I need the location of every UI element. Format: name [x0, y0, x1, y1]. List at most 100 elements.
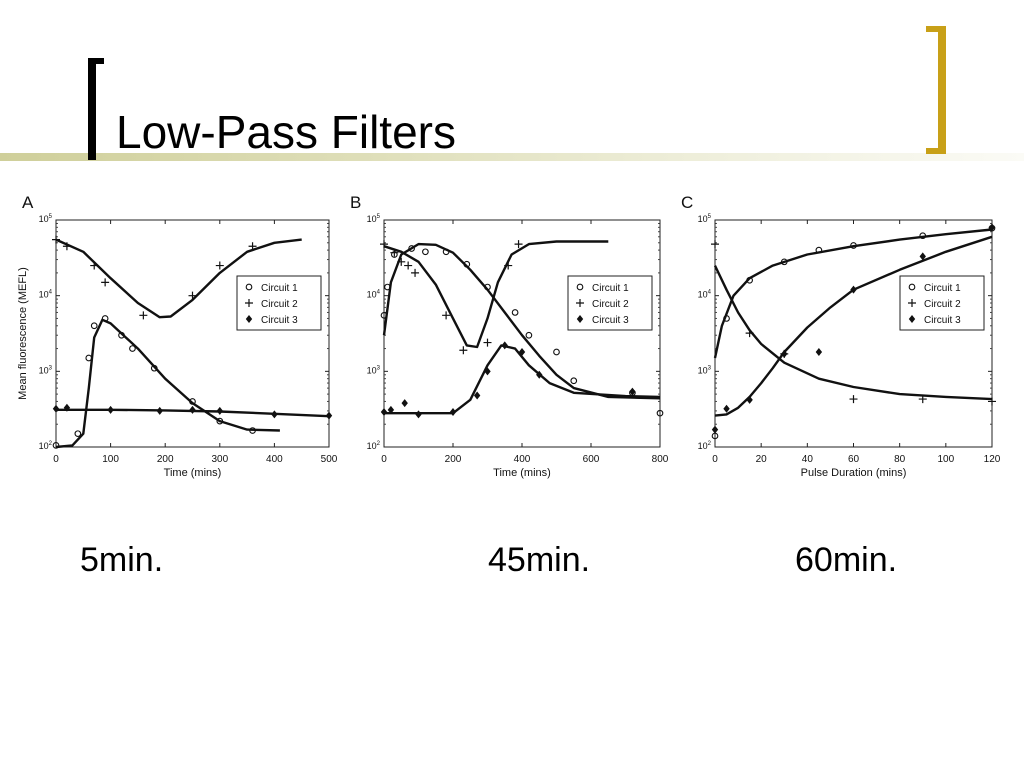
- panel-b-circuit-2-point: [483, 338, 492, 347]
- panel-c-legend-marker: [908, 315, 916, 323]
- panel-c-legend-marker: [908, 299, 916, 307]
- panel-c-circuit-1-fit-line: [713, 228, 993, 359]
- panel-a-circuit-3-point: [216, 406, 223, 415]
- panel-c-circuit-1-point: [850, 242, 857, 249]
- panel-a-circuit-2-fit-line: [55, 238, 302, 319]
- panel-c-frame: [714, 219, 993, 448]
- panel-b-circuit-3-point: [518, 348, 526, 357]
- panel-b-circuit-1-point: [570, 377, 578, 385]
- panel-c-circuit-1-point: [746, 276, 753, 284]
- slide-title: Low-Pass Filters: [116, 106, 456, 158]
- panel-b-circuit-2-point: [504, 261, 513, 270]
- panel-b-ytick-label: 104: [367, 290, 381, 300]
- panel-a-legend-marker: [245, 299, 253, 307]
- panel-c-legend-label: Circuit 3: [924, 315, 961, 326]
- panel-a-ytick-label: 102: [39, 441, 53, 451]
- panel-c-legend-label: Circuit 2: [924, 299, 961, 310]
- panel-b-xtick-label: 200: [445, 454, 462, 465]
- panel-c-circuit-3-point: [919, 252, 926, 261]
- corner-right-bracket: [924, 26, 946, 154]
- panel-c-legend-label: Circuit 1: [924, 283, 961, 294]
- panel-a-circuit-3-point: [107, 405, 114, 414]
- panel-a-xlabel: Time (mins): [164, 467, 222, 479]
- panel-c-ytick-label: 105: [698, 214, 712, 224]
- panel-c-circuit-2-point: [988, 397, 996, 406]
- panel-b-circuit-3-fit-line: [384, 344, 661, 415]
- panel-a-circuit-1-point: [85, 354, 93, 362]
- panel-c-letter: C: [681, 193, 693, 212]
- panel-a-circuit-2-point: [52, 235, 60, 244]
- panel-c-circuit-3-point: [815, 348, 823, 357]
- panel-b-legend-marker: [576, 299, 584, 307]
- panel-b-circuit-2-point: [411, 268, 420, 277]
- panel-b-circuit-3-point: [473, 391, 481, 400]
- panel-c-xtick-label: 120: [984, 454, 1001, 465]
- panel-b-circuit-3-point: [501, 341, 508, 350]
- panel-a-circuit-2-point: [101, 278, 110, 287]
- panel-a-ylabel: Mean fluorescence (MEFL): [17, 267, 29, 400]
- panel-b-circuit-1-point: [511, 309, 519, 316]
- panel-b-letter: B: [350, 193, 361, 212]
- panel-b-circuit-1-point: [463, 260, 471, 268]
- panel-b-circuit-3-point: [484, 367, 491, 376]
- caption-panel-a: 5min.: [80, 541, 164, 579]
- panel-a-circuit-1-point: [216, 417, 224, 425]
- panel-b-legend-label: Circuit 2: [592, 299, 629, 310]
- panel-a-legend-label: Circuit 1: [261, 283, 298, 294]
- panel-b-xtick-label: 400: [514, 454, 531, 465]
- panel-c-circuit-1-point: [780, 258, 788, 266]
- panel-a-circuit-1-point: [129, 345, 136, 352]
- panel-c-circuit-1-point: [723, 315, 730, 322]
- panel-a-circuit-3-point: [189, 405, 196, 414]
- panel-a-circuit-2-point: [188, 291, 197, 300]
- title-underline-rule: [0, 153, 1024, 161]
- panel-b-circuit-1-point: [656, 409, 664, 417]
- panel-b-circuit-2-point: [397, 257, 406, 266]
- panel-a-xtick-label: 200: [157, 454, 174, 465]
- panel-c-legend-marker: [908, 283, 916, 291]
- title-left-bracket: [88, 58, 104, 160]
- panel-a-letter: A: [22, 193, 34, 212]
- panel-c-xtick-label: 20: [756, 454, 768, 465]
- panel-b-legend-marker: [576, 315, 584, 323]
- panel-b-circuit-3-point: [415, 410, 422, 419]
- panel-a-legend-marker: [245, 315, 253, 323]
- panel-c-circuit-3-point: [850, 285, 857, 294]
- panel-a-circuit-3-point: [63, 403, 71, 412]
- panel-a-legend-label: Circuit 2: [261, 299, 298, 310]
- panel-c-ytick-label: 102: [698, 441, 712, 451]
- panel-b-circuit-1-point: [380, 311, 388, 319]
- panel-b-circuit-1-point: [525, 331, 533, 339]
- panel-b-circuit-1-point: [408, 245, 415, 252]
- panel-c-circuit-3-point: [711, 425, 719, 434]
- panel-c-circuit-2-point: [918, 395, 927, 404]
- panel-a-circuit-3-point: [271, 410, 278, 419]
- panel-a-circuit-3-point: [325, 411, 333, 420]
- panel-a-ytick-label: 105: [39, 214, 53, 224]
- panel-a-circuit-2-point: [248, 242, 257, 251]
- panel-b-xtick-label: 0: [381, 454, 387, 465]
- panel-b-circuit-3-point: [380, 408, 388, 417]
- panel-a-ytick-label: 104: [39, 290, 53, 300]
- panel-b-circuit-3-point: [629, 387, 636, 396]
- panel-a-circuit-1-point: [52, 442, 60, 449]
- panel-b-circuit-1-point: [553, 348, 560, 356]
- panel-b-xtick-label: 600: [583, 454, 600, 465]
- panel-b-legend-label: Circuit 1: [592, 283, 629, 294]
- panel-b-circuit-3-point: [387, 405, 395, 414]
- panel-b-circuit-2-point: [404, 261, 413, 270]
- panel-c-circuit-3-point: [781, 349, 788, 358]
- panel-c-xtick-label: 60: [848, 454, 860, 465]
- panel-c-xtick-label: 40: [802, 454, 814, 465]
- panel-b-circuit-1-point: [422, 248, 429, 256]
- caption-panel-b: 45min.: [488, 541, 591, 579]
- panel-c-circuit-2-point: [849, 395, 858, 404]
- panel-c-circuit-3-point: [723, 404, 730, 413]
- panel-a-xtick-label: 400: [266, 454, 283, 465]
- panel-b-xlabel: Time (mins): [493, 467, 551, 479]
- panel-c-xlabel: Pulse Duration (mins): [801, 467, 907, 479]
- panel-b-ytick-label: 105: [367, 214, 381, 224]
- panel-c-circuit-1-point: [919, 232, 927, 240]
- panel-a-circuit-2-point: [139, 311, 148, 320]
